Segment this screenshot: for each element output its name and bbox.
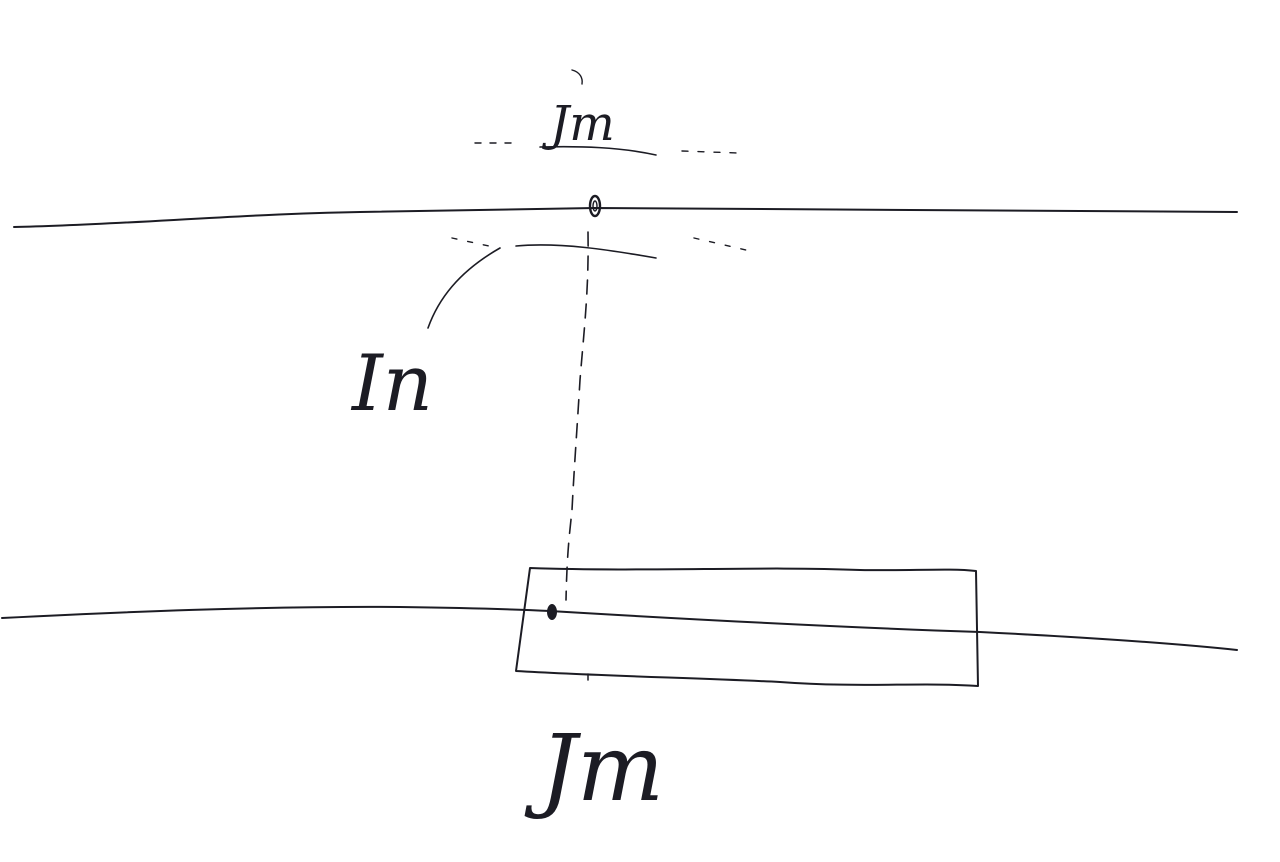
upper-node (588, 194, 602, 218)
upper-dash-line-right (681, 150, 739, 154)
upper-node-inner (592, 200, 598, 212)
pointer-curve (427, 247, 501, 329)
label-bottom: Jm (524, 715, 664, 822)
lower-dash-line (451, 237, 499, 249)
lower-dash-line-right (693, 237, 747, 251)
lower-line (1, 605, 1238, 651)
lower-solid-line (515, 244, 657, 259)
upper-line (13, 207, 1238, 228)
label-hook (571, 69, 583, 85)
lower-box (515, 567, 979, 687)
upper-solid-line (539, 145, 657, 156)
label-middle: In (350, 339, 433, 429)
lower-node (547, 604, 557, 620)
dashed-connector (565, 231, 589, 601)
label-top: Jm (541, 96, 615, 152)
